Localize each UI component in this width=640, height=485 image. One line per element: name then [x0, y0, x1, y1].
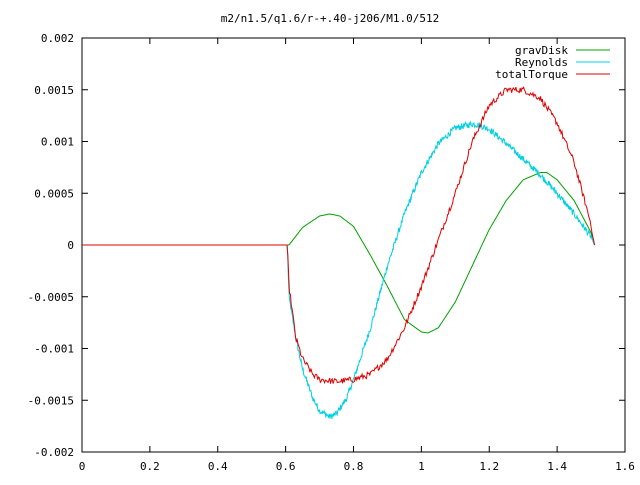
y-tick-label: 0.0015 — [34, 84, 74, 97]
x-tick-label: 0.4 — [208, 460, 228, 473]
x-tick-label: 1 — [418, 460, 425, 473]
chart-title: m2/n1.5/q1.6/r-+.40-j206/M1.0/512 — [221, 12, 440, 25]
series-line-totalTorque — [82, 86, 595, 385]
legend-label: gravDisk — [515, 44, 568, 57]
x-tick-label: 1.6 — [615, 460, 635, 473]
x-tick-label: 0.8 — [344, 460, 364, 473]
legend-label: totalTorque — [495, 68, 568, 81]
x-tick-label: 0.6 — [276, 460, 296, 473]
y-tick-label: 0 — [67, 239, 74, 252]
series-line-Reynolds — [285, 120, 595, 419]
x-tick-label: 0.2 — [140, 460, 160, 473]
series-line-gravDisk — [285, 172, 595, 334]
y-tick-label: 0.002 — [41, 32, 74, 45]
y-tick-label: 0.001 — [41, 136, 74, 149]
x-tick-label: 1.4 — [547, 460, 567, 473]
y-tick-label: -0.002 — [34, 446, 74, 459]
series-layer — [82, 86, 595, 419]
y-tick-label: -0.001 — [34, 343, 74, 356]
legend-label: Reynolds — [515, 56, 568, 69]
y-tick-label: 0.0005 — [34, 187, 74, 200]
x-tick-label: 1.2 — [479, 460, 499, 473]
y-tick-label: -0.0005 — [28, 291, 74, 304]
y-tick-label: -0.0015 — [28, 394, 74, 407]
x-tick-label: 0 — [79, 460, 86, 473]
ticks-layer: -0.002 -0.0015 -0.001 -0.0005 0 0.0005 0.001 0.… — [28, 32, 635, 473]
